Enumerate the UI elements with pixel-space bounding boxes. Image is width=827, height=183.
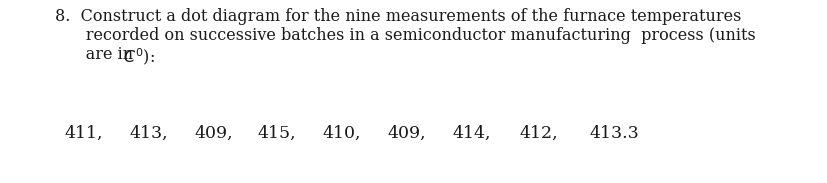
Text: 411,: 411, bbox=[65, 125, 103, 142]
Text: 413.3: 413.3 bbox=[590, 125, 639, 142]
Text: 410,: 410, bbox=[323, 125, 361, 142]
Text: $C^0$):: $C^0$): bbox=[123, 46, 155, 67]
Text: 414,: 414, bbox=[452, 125, 491, 142]
Text: 8.  Construct a dot diagram for the nine measurements of the furnace temperature: 8. Construct a dot diagram for the nine … bbox=[55, 8, 740, 25]
Text: 415,: 415, bbox=[258, 125, 296, 142]
Text: 412,: 412, bbox=[519, 125, 558, 142]
Text: 409,: 409, bbox=[195, 125, 233, 142]
Text: are in: are in bbox=[55, 46, 138, 63]
Text: 413,: 413, bbox=[130, 125, 169, 142]
Text: recorded on successive batches in a semiconductor manufacturing  process (units: recorded on successive batches in a semi… bbox=[55, 27, 755, 44]
Text: 409,: 409, bbox=[388, 125, 426, 142]
